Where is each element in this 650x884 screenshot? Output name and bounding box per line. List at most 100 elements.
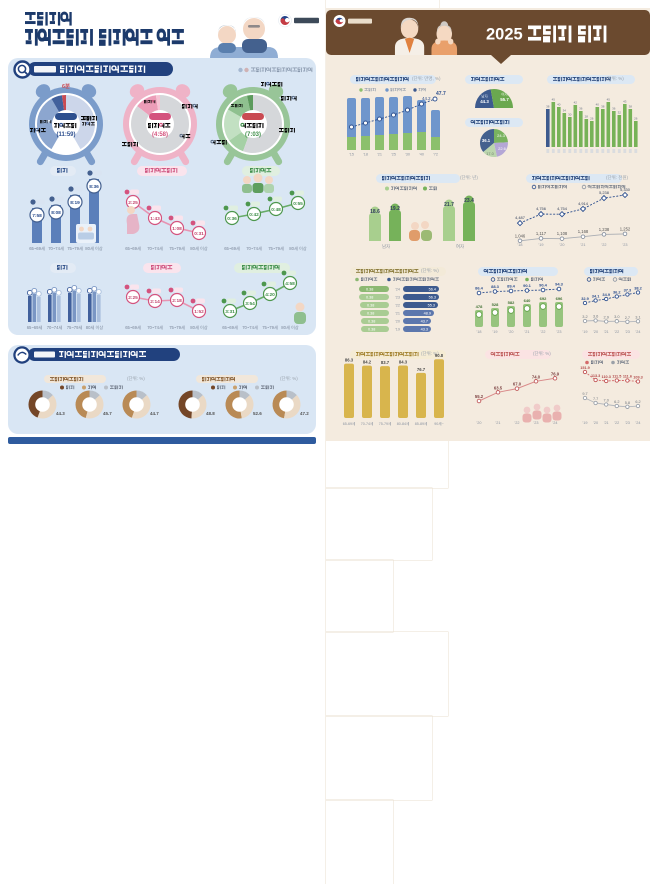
- svg-text:3.0: 3.0: [614, 314, 620, 319]
- svg-text:'21: '21: [525, 330, 530, 334]
- svg-text:4,756: 4,756: [536, 206, 546, 211]
- svg-text:3.2: 3.2: [582, 314, 587, 319]
- svg-text:'30: '30: [405, 153, 410, 157]
- svg-text:'15: '15: [349, 153, 354, 157]
- svg-text:38.2: 38.2: [634, 286, 642, 291]
- svg-text:67.0: 67.0: [513, 382, 522, 387]
- svg-text:26: 26: [634, 117, 638, 121]
- svg-text:4,487: 4,487: [515, 215, 525, 220]
- svg-text:75~79세: 75~79세: [67, 324, 83, 331]
- svg-text:5.8: 5.8: [625, 401, 630, 405]
- svg-text:75~79세: 75~79세: [268, 245, 284, 252]
- svg-text:0.38: 0.38: [366, 288, 373, 292]
- svg-text:43.7: 43.7: [421, 320, 428, 324]
- svg-text:56.4: 56.4: [429, 288, 436, 292]
- svg-text:'22: '22: [602, 243, 607, 247]
- svg-text:'23: '23: [395, 296, 400, 300]
- svg-text:36: 36: [612, 107, 616, 111]
- svg-text:38: 38: [601, 105, 605, 109]
- svg-text:76.9: 76.9: [551, 371, 560, 376]
- svg-text:0.38: 0.38: [368, 328, 375, 332]
- svg-text:0.38: 0.38: [368, 320, 375, 324]
- svg-text:3.1: 3.1: [635, 314, 640, 319]
- svg-text:640: 640: [524, 298, 531, 303]
- svg-text:7.7: 7.7: [593, 397, 598, 401]
- svg-text:'25: '25: [391, 153, 396, 157]
- svg-text:1:52: 1:52: [194, 309, 204, 315]
- svg-text:0.38: 0.38: [366, 296, 373, 300]
- svg-text:여자: 여자: [456, 243, 464, 250]
- svg-text:75~79세: 75~79세: [169, 324, 185, 331]
- svg-text:36: 36: [579, 107, 583, 111]
- svg-text:0:55: 0:55: [293, 201, 303, 207]
- svg-text:'22: '22: [541, 330, 546, 334]
- svg-text:75~79세: 75~79세: [67, 245, 83, 252]
- svg-text:23.4: 23.4: [464, 198, 474, 204]
- svg-text:2:14: 2:14: [150, 299, 160, 305]
- svg-text:40: 40: [596, 103, 600, 107]
- svg-text:47.7: 47.7: [436, 91, 446, 97]
- svg-text:'22: '22: [614, 330, 619, 334]
- svg-text:7.0: 7.0: [604, 399, 609, 403]
- svg-text:1:43: 1:43: [150, 216, 160, 222]
- svg-text:65~69세: 65~69세: [222, 324, 238, 331]
- svg-text:34.9: 34.9: [602, 292, 610, 297]
- svg-text:70~74세: 70~74세: [47, 324, 63, 331]
- svg-text:34: 34: [563, 109, 567, 113]
- svg-text:21.7: 21.7: [444, 202, 454, 208]
- svg-text:32: 32: [618, 111, 622, 115]
- svg-text:65~69세: 65~69세: [125, 245, 141, 252]
- svg-text:'19: '19: [493, 330, 498, 334]
- svg-text:6.2: 6.2: [614, 400, 619, 404]
- svg-text:74.0: 74.0: [532, 374, 541, 379]
- svg-text:'21: '21: [395, 312, 400, 316]
- svg-text:86.4: 86.4: [475, 286, 484, 291]
- svg-text:0:36: 0:36: [227, 216, 237, 222]
- svg-text:'20: '20: [477, 421, 482, 425]
- svg-text:80세 이상: 80세 이상: [85, 245, 103, 252]
- svg-text:70~74세: 70~74세: [242, 324, 258, 331]
- svg-text:22.6: 22.6: [498, 146, 507, 151]
- svg-text:2:25: 2:25: [128, 200, 138, 206]
- svg-text:3:31: 3:31: [225, 309, 235, 315]
- svg-text:4,754: 4,754: [557, 206, 568, 211]
- svg-text:65-69세: 65-69세: [343, 421, 356, 426]
- svg-text:남자: 남자: [481, 94, 488, 99]
- svg-text:'19: '19: [583, 330, 588, 334]
- svg-text:44.7: 44.7: [150, 411, 159, 416]
- svg-text:1:08: 1:08: [172, 226, 182, 232]
- svg-text:36.2: 36.2: [613, 290, 621, 295]
- svg-text:478: 478: [476, 304, 483, 309]
- svg-text:45.7: 45.7: [103, 411, 112, 416]
- svg-text:(4:58): (4:58): [152, 132, 168, 138]
- svg-text:65~69세: 65~69세: [27, 324, 43, 331]
- svg-text:696: 696: [556, 296, 563, 301]
- svg-text:'21: '21: [604, 330, 609, 334]
- svg-text:70-74세: 70-74세: [361, 421, 374, 426]
- svg-text:24.3: 24.3: [497, 133, 506, 138]
- svg-text:'24: '24: [553, 421, 558, 425]
- svg-text:(11:59): (11:59): [56, 132, 75, 138]
- svg-text:44.2: 44.2: [422, 96, 431, 101]
- svg-text:94.3: 94.3: [555, 282, 564, 287]
- svg-text:56.3: 56.3: [429, 296, 436, 300]
- svg-text:'24: '24: [636, 421, 641, 425]
- svg-text:'20: '20: [593, 330, 598, 334]
- svg-text:여자: 여자: [501, 92, 508, 97]
- svg-text:'21: '21: [496, 421, 501, 425]
- svg-text:'40: '40: [419, 153, 424, 157]
- svg-text:4,914: 4,914: [578, 201, 589, 206]
- svg-text:2:25: 2:25: [128, 295, 138, 301]
- svg-text:38: 38: [629, 105, 633, 109]
- svg-text:44.3: 44.3: [56, 411, 65, 416]
- svg-text:5,238: 5,238: [599, 190, 609, 195]
- svg-text:'23: '23: [625, 421, 630, 425]
- svg-text:'21: '21: [377, 153, 382, 157]
- svg-text:'23: '23: [623, 243, 628, 247]
- svg-text:80세 이상: 80세 이상: [190, 245, 208, 252]
- svg-text:43: 43: [623, 100, 627, 104]
- svg-text:'20: '20: [509, 330, 514, 334]
- svg-text:75-79세: 75-79세: [379, 421, 392, 426]
- svg-text:90.4: 90.4: [539, 283, 548, 288]
- svg-text:34.1: 34.1: [592, 294, 600, 299]
